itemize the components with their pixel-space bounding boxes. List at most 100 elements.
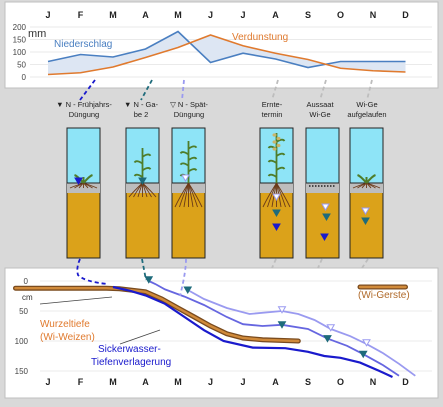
y-tick-label: 200	[13, 23, 27, 32]
month-label: D	[402, 377, 409, 387]
leaf	[133, 173, 143, 178]
root	[179, 182, 189, 208]
n-marker	[277, 321, 287, 329]
root	[142, 182, 157, 198]
y-tick-label: 100	[15, 337, 29, 346]
event-label: Düngung	[69, 110, 99, 119]
connector	[271, 258, 277, 269]
event-label: Aussaat	[306, 100, 334, 109]
root	[78, 182, 84, 189]
seepage-label-2: Tiefenverlagerung	[91, 357, 171, 368]
leaf	[276, 166, 286, 171]
pointer-line	[119, 329, 161, 345]
event-label: Düngung	[174, 110, 204, 119]
connector	[76, 258, 109, 285]
month-label: D	[402, 10, 409, 20]
evap-line	[47, 34, 406, 76]
bottom-unit-label: cm	[22, 293, 33, 302]
n-marker	[320, 233, 329, 241]
month-label: F	[78, 377, 84, 387]
month-label: A	[142, 377, 149, 387]
y-tick-label: 50	[19, 307, 28, 316]
connector	[319, 79, 327, 101]
n-marker	[272, 193, 281, 201]
n-marker	[272, 223, 281, 231]
month-label: J	[208, 10, 213, 20]
event-label: Ernte-	[262, 100, 283, 109]
month-label: J	[240, 10, 245, 20]
pointer-line	[39, 296, 113, 305]
seepage-label-1: Sickerwasser-	[98, 344, 161, 355]
n-marker	[322, 213, 331, 221]
month-label: S	[305, 10, 311, 20]
month-label: N	[370, 10, 377, 20]
rain-series-label: Niederschlag	[54, 39, 112, 50]
depth-chart: 0 50 100 150 J F M A M J J A S O N D	[13, 276, 432, 387]
n-marker	[138, 177, 147, 185]
n-marker	[74, 177, 83, 185]
ear-grain	[272, 140, 277, 144]
month-label: J	[45, 377, 50, 387]
event-label: ▼ N - Frühjahrs-	[56, 100, 112, 109]
connector	[141, 258, 147, 281]
root-depth-label-2: (Wi-Weizen)	[40, 332, 95, 343]
month-label: A	[272, 377, 279, 387]
month-label: M	[109, 377, 117, 387]
connector	[179, 258, 187, 297]
leaf	[267, 173, 277, 178]
y-tick-label: 150	[15, 367, 29, 376]
leaf	[133, 160, 143, 165]
soil-column	[259, 127, 294, 259]
month-label: O	[337, 377, 344, 387]
soil-column	[125, 127, 160, 259]
n-marker	[272, 209, 281, 217]
root	[83, 182, 98, 189]
ear-grain	[272, 133, 277, 137]
connector	[366, 79, 373, 101]
leaf	[188, 156, 198, 161]
leaf	[179, 151, 189, 156]
climate-chart: 200 150 100 50 0	[13, 23, 432, 82]
n-marker	[361, 217, 370, 225]
month-label: M	[174, 10, 182, 20]
event-label: aufgelaufen	[347, 110, 386, 119]
root-depth-label-1: Wurzeltiefe	[40, 319, 90, 330]
month-label: F	[78, 10, 84, 20]
seepage-line-3	[187, 289, 416, 377]
soil-columns: ▼ N - Frühjahrs-Düngung▼ N - Ga-be 2▽ N …	[56, 100, 387, 259]
month-label: J	[45, 10, 50, 20]
y-tick-label: 150	[13, 36, 27, 45]
event-label: be 2	[134, 110, 149, 119]
event-label: termin	[262, 110, 283, 119]
wige-label: (Wi-Gerste)	[358, 290, 410, 301]
event-label: Wi-Ge	[356, 100, 377, 109]
root	[137, 182, 143, 198]
month-label: M	[109, 10, 117, 20]
soil-column	[305, 127, 340, 259]
root	[133, 182, 143, 198]
evap-series-label: Verdunstung	[232, 32, 288, 43]
month-label: A	[272, 10, 279, 20]
month-label: N	[370, 377, 377, 387]
seepage-line-1	[112, 285, 393, 378]
n-marker	[183, 286, 193, 294]
connector	[361, 258, 369, 269]
connector	[271, 79, 279, 101]
event-label: ▼ N - Ga-	[124, 100, 159, 109]
root	[366, 182, 381, 189]
root	[276, 182, 291, 208]
connector-lines	[76, 79, 373, 297]
leaf	[267, 159, 277, 164]
month-label: A	[142, 10, 149, 20]
soil-column	[349, 127, 384, 259]
month-label: M	[174, 377, 182, 387]
soil-layer	[66, 182, 101, 259]
seepage-line-2	[148, 280, 400, 377]
n-marker	[277, 306, 287, 314]
month-label: J	[240, 377, 245, 387]
soil-column	[66, 127, 101, 259]
month-label: J	[208, 377, 213, 387]
connector	[181, 79, 185, 101]
